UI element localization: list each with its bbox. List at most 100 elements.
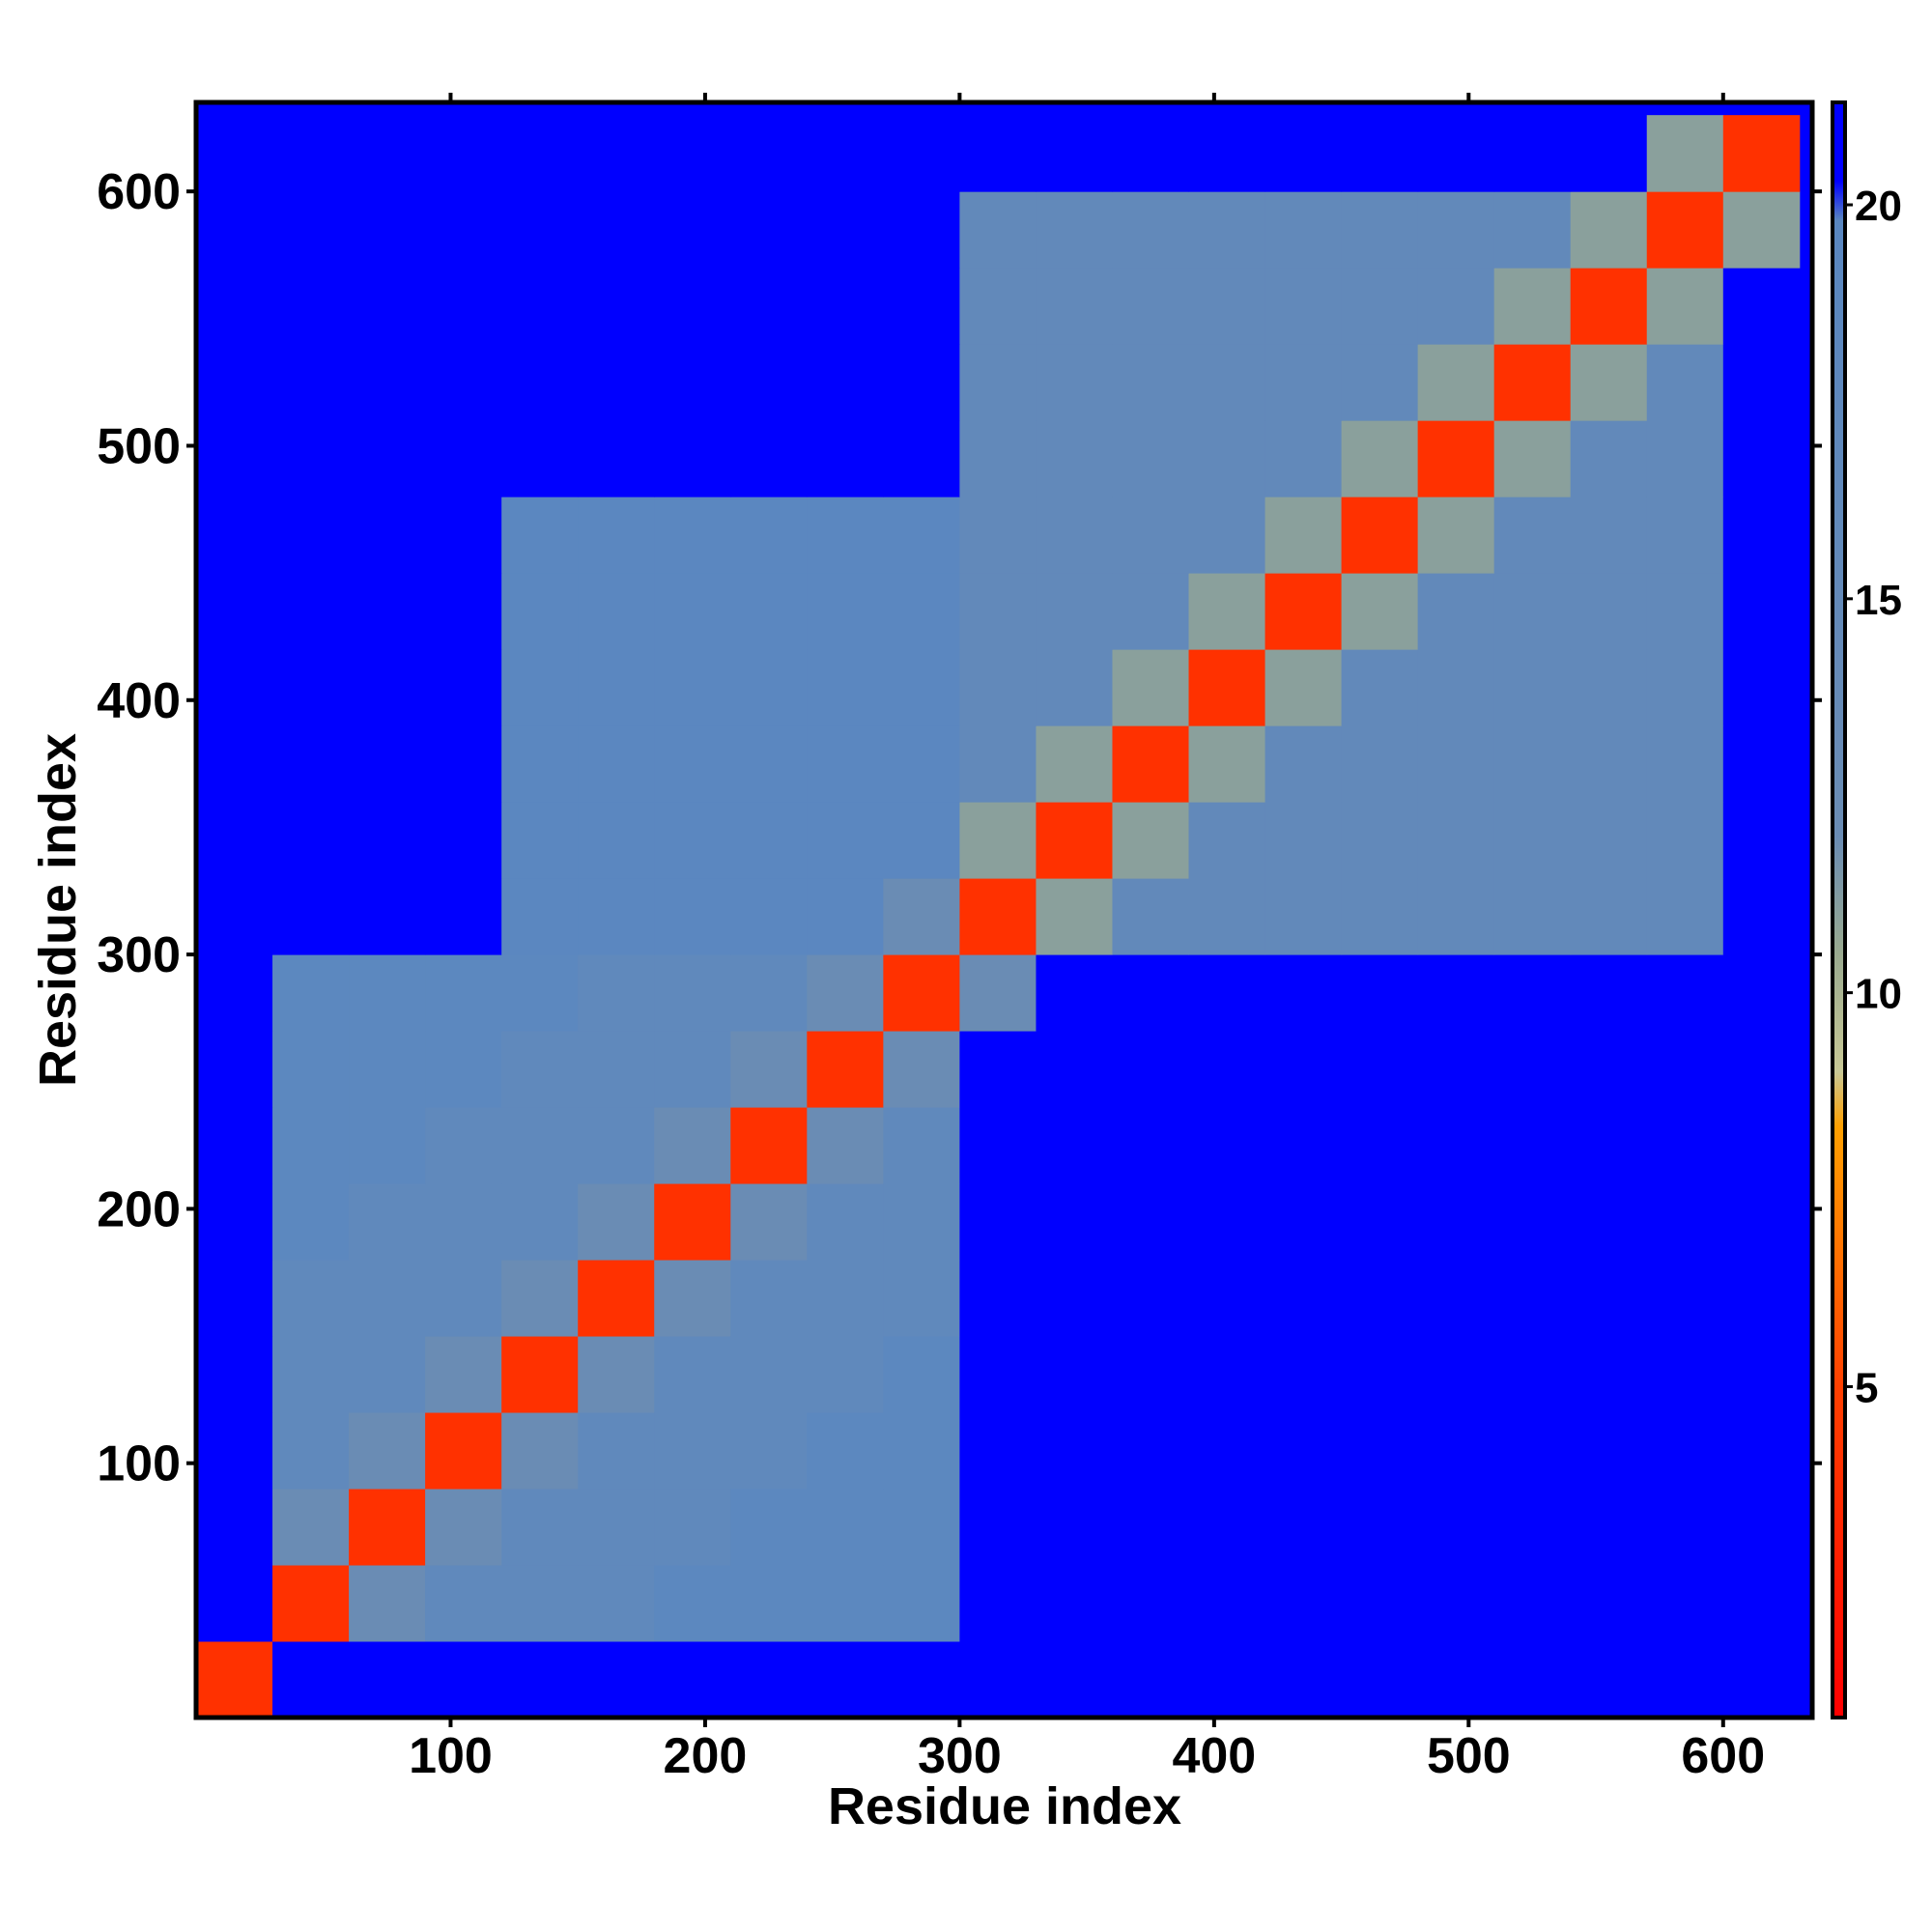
heatmap-cell [654, 649, 731, 726]
heatmap-cell [1188, 420, 1266, 497]
colorbar-tick-label: 10 [1855, 971, 1902, 1018]
heatmap-cell [654, 802, 731, 879]
heatmap-cell [1264, 268, 1343, 345]
heatmap-cell [1264, 802, 1343, 879]
heatmap-cell [1722, 649, 1801, 726]
heatmap-cell [1493, 1183, 1572, 1261]
heatmap-cell [1188, 725, 1266, 803]
heatmap-cell [1341, 420, 1419, 497]
heatmap-cell [425, 344, 502, 421]
heatmap [196, 102, 1812, 1719]
heatmap-cell [425, 1031, 502, 1108]
heatmap-cell [578, 1260, 655, 1337]
heatmap-cell [959, 1412, 1037, 1490]
heatmap-cell [1570, 1565, 1648, 1642]
heatmap-cell [1646, 725, 1724, 803]
heatmap-cell [1264, 497, 1343, 574]
heatmap-cell [578, 344, 655, 421]
heatmap-cell [501, 878, 579, 955]
heatmap-cell [578, 268, 655, 345]
heatmap-cell [1646, 954, 1724, 1032]
heatmap-cell [1112, 725, 1190, 803]
heatmap-cell [1341, 1641, 1419, 1719]
heatmap-cell [272, 954, 350, 1032]
heatmap-cell [807, 802, 884, 879]
heatmap-cell [501, 1565, 579, 1642]
heatmap-cell [1112, 115, 1190, 192]
heatmap-cell [1570, 1031, 1648, 1108]
heatmap-cell [807, 1031, 884, 1108]
heatmap-cell [730, 1107, 808, 1184]
heatmap-cell [196, 115, 273, 192]
heatmap-cell [1112, 1260, 1190, 1337]
heatmap-cell [196, 1336, 273, 1413]
heatmap-cell [1264, 1031, 1343, 1108]
heatmap-cell [1646, 1260, 1724, 1337]
heatmap-cell [1036, 1183, 1113, 1261]
heatmap-cell [1570, 649, 1648, 726]
heatmap-cell [1036, 1412, 1113, 1490]
heatmap-cell [425, 1489, 502, 1566]
heatmap-cell [1493, 497, 1572, 574]
heatmap-cell [730, 191, 808, 269]
heatmap-cell [1341, 1336, 1419, 1413]
heatmap-cell [654, 1336, 731, 1413]
heatmap-cell [730, 1565, 808, 1642]
heatmap-cell [196, 1183, 273, 1261]
heatmap-cell [883, 802, 960, 879]
heatmap-cell [272, 802, 350, 879]
heatmap-cell [1493, 268, 1572, 345]
heatmap-cell [1341, 1489, 1419, 1566]
heatmap-cell [1722, 1641, 1801, 1719]
heatmap-cell [1112, 1031, 1190, 1108]
y-tick-label: 200 [97, 1181, 181, 1237]
heatmap-cell [349, 115, 426, 192]
heatmap-cell [272, 649, 350, 726]
colorbar-tick-label: 5 [1855, 1364, 1878, 1411]
heatmap-cell [1036, 344, 1113, 421]
heatmap-cell [883, 954, 960, 1032]
heatmap-cell [1722, 115, 1801, 192]
heatmap-cell [1341, 191, 1419, 269]
heatmap-cell [654, 1183, 731, 1261]
heatmap-cell [883, 1641, 960, 1719]
heatmap-cell [883, 115, 960, 192]
heatmap-cell [1570, 802, 1648, 879]
heatmap-cell [272, 878, 350, 955]
heatmap-cell [1417, 420, 1495, 497]
heatmap-cell [578, 1641, 655, 1719]
heatmap-cell [1493, 344, 1572, 421]
heatmap-cell [1036, 1031, 1113, 1108]
heatmap-cell [501, 1412, 579, 1490]
heatmap-cell [1417, 344, 1495, 421]
heatmap-cell [1188, 878, 1266, 955]
heatmap-cell [807, 497, 884, 574]
heatmap-cell [1722, 573, 1801, 650]
heatmap-cell [272, 725, 350, 803]
heatmap-cell [501, 115, 579, 192]
heatmap-cell [730, 954, 808, 1032]
heatmap-cell [578, 878, 655, 955]
heatmap-cell [1264, 344, 1343, 421]
heatmap-cell [1341, 878, 1419, 955]
heatmap-cell [1646, 802, 1724, 879]
heatmap-cell [1341, 344, 1419, 421]
heatmap-cell [807, 878, 884, 955]
heatmap-cell [578, 1412, 655, 1490]
heatmap-cell [1112, 802, 1190, 879]
heatmap-cell [1036, 1260, 1113, 1337]
heatmap-cell [1188, 1641, 1266, 1719]
heatmap-cell [1646, 1489, 1724, 1566]
heatmap-cell [730, 420, 808, 497]
heatmap-cell [425, 1260, 502, 1337]
heatmap-cell [578, 649, 655, 726]
heatmap-cell [730, 649, 808, 726]
heatmap-cell [349, 649, 426, 726]
heatmap-cell [654, 268, 731, 345]
x-tick-label: 500 [1427, 1728, 1511, 1784]
heatmap-cell [1036, 1641, 1113, 1719]
heatmap-cell [1417, 1565, 1495, 1642]
heatmap-cell [654, 954, 731, 1032]
heatmap-cell [349, 1031, 426, 1108]
